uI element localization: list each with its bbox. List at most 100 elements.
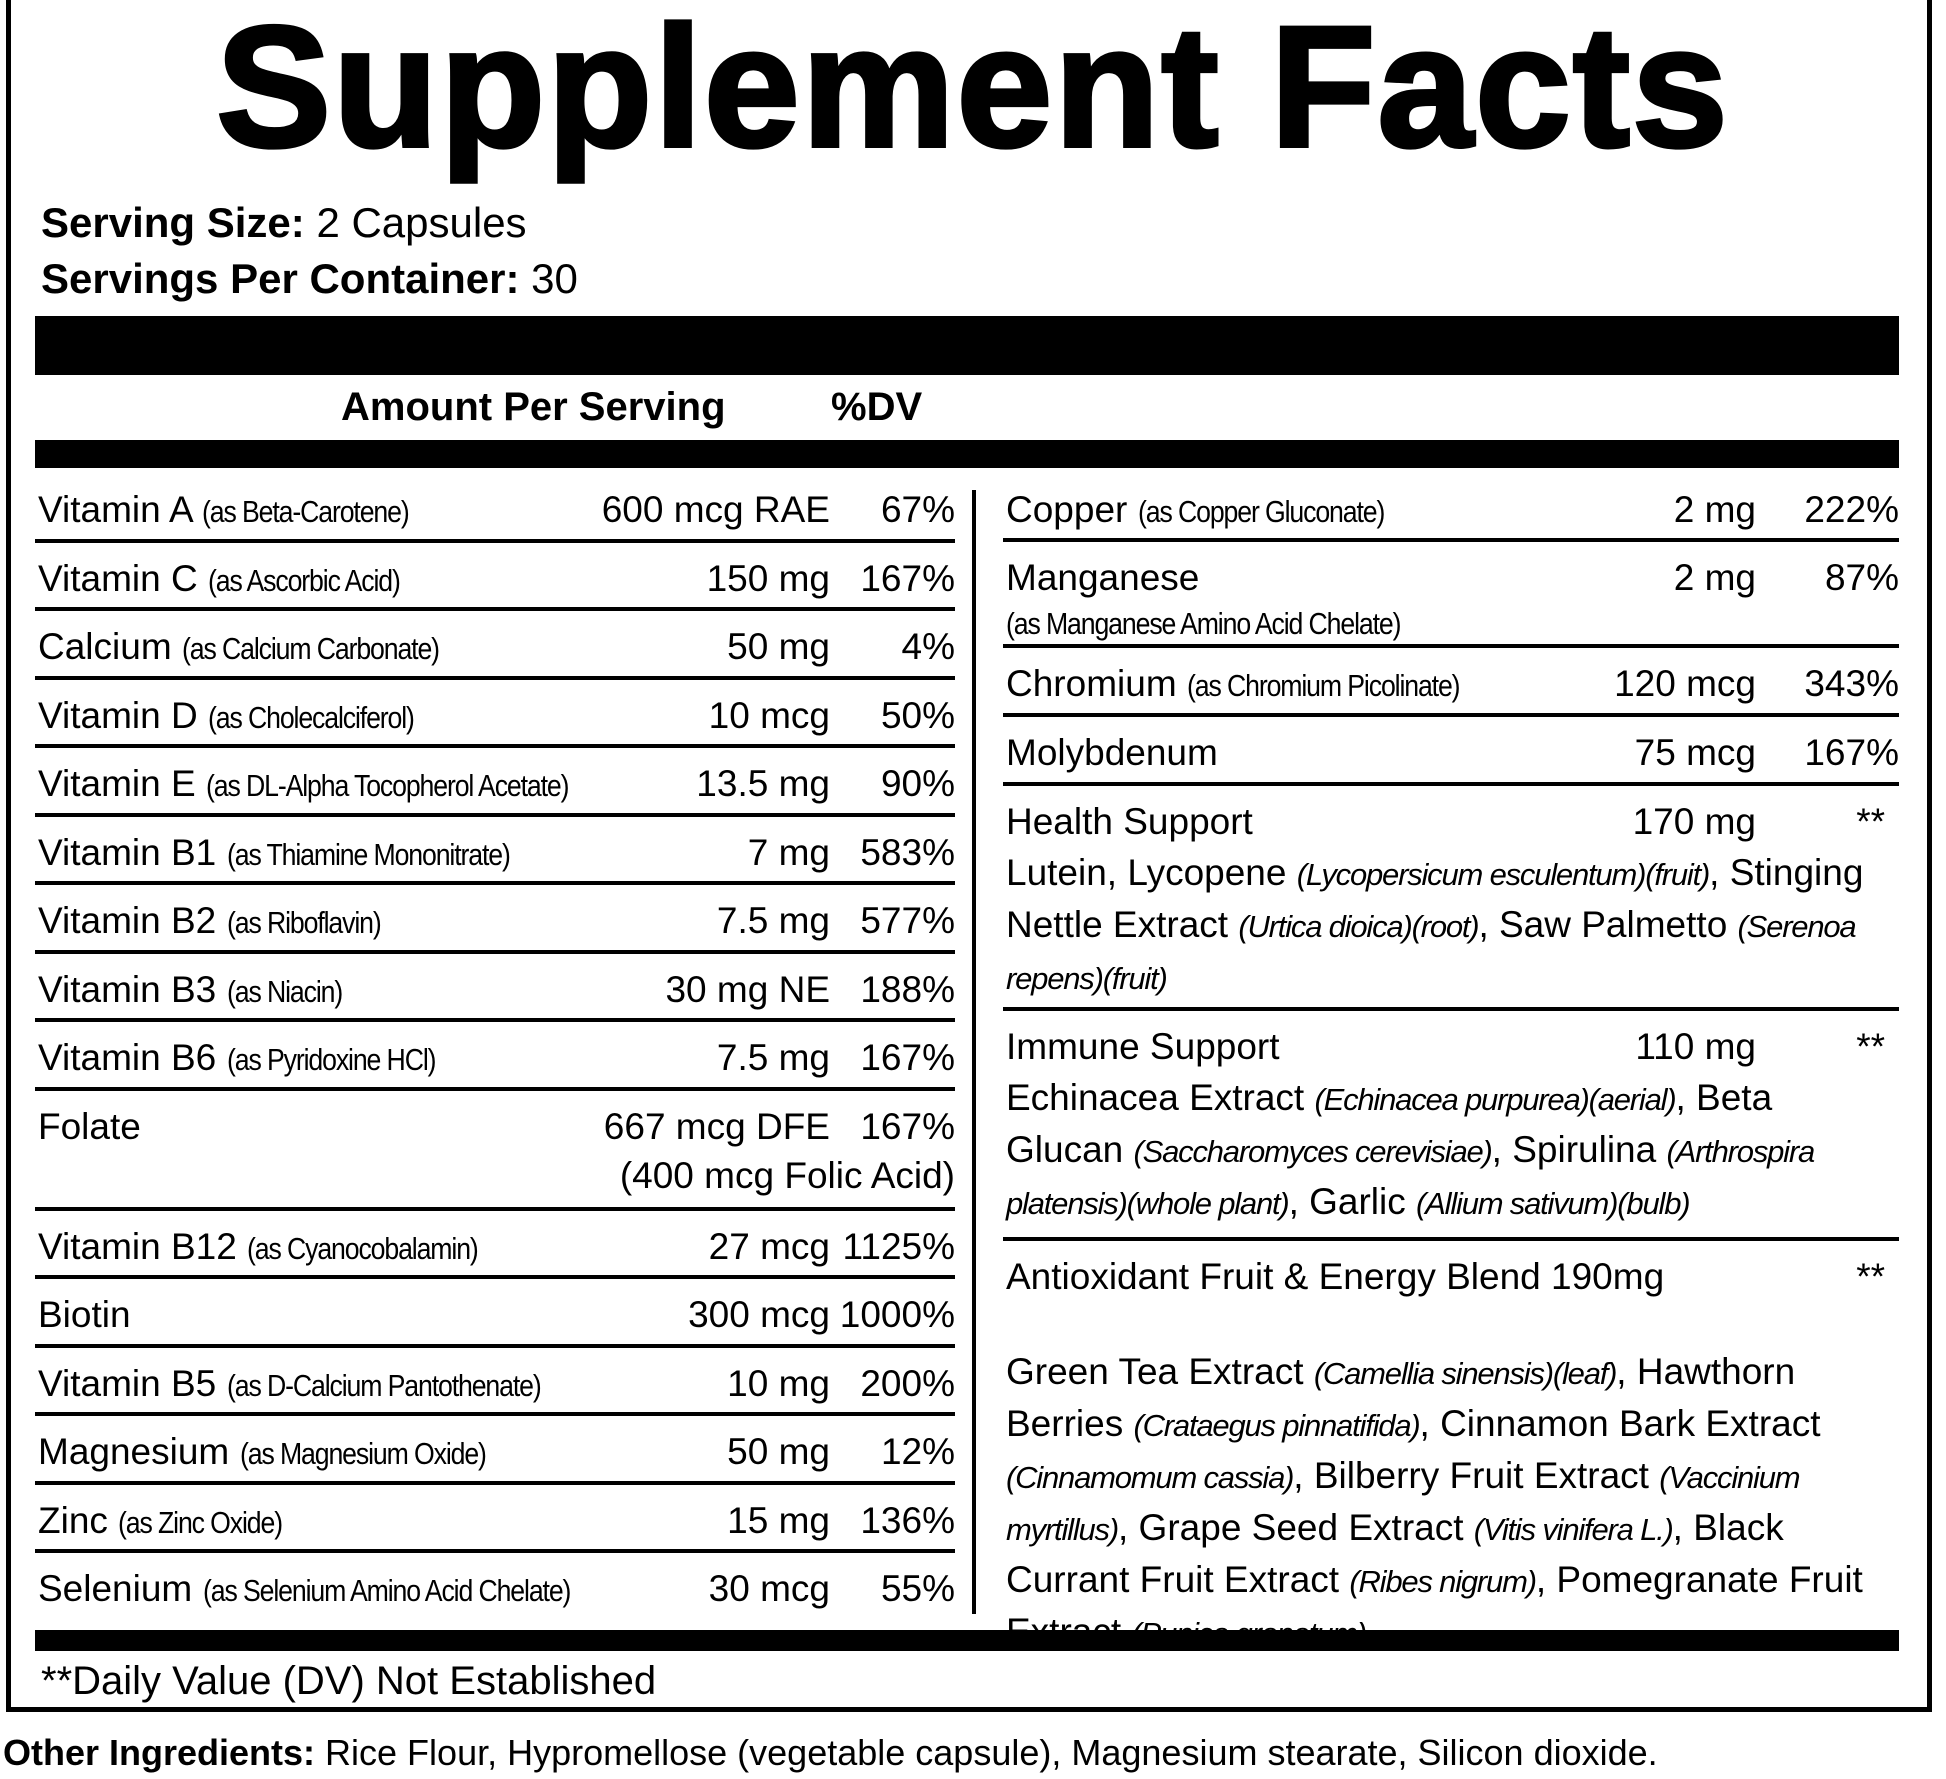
nutrient-dv: 343% (1804, 663, 1899, 704)
nutrient-name: Vitamin D (as Cholecalciferol) (38, 694, 417, 740)
page-title: Supplement Facts (214, 0, 1730, 184)
table-row: Vitamin B12 (as Cyanocobalamin) 27 mcg 112… (35, 1211, 955, 1279)
nutrient-source: (as Pyridoxine HCl) (226, 1042, 437, 1077)
nutrient-source: (as Beta-Carotene) (201, 494, 410, 529)
ingredient-botanical-name: (Cinnamomum cassia) (1006, 1460, 1294, 1495)
nutrient-dv: 55% (880, 1568, 955, 1609)
table-row: Manganese (as Manganese Amino Acid Chelat… (1003, 542, 1899, 648)
nutrient-amount: 2 mg (1673, 557, 1756, 598)
ingredient-botanical-name: (Crataegus pinnatifida) (1133, 1408, 1420, 1443)
nutrient-name-text: Chromium (1006, 663, 1177, 704)
nutrient-source: (as Chromium Picolinate) (1186, 668, 1461, 703)
nutrient-dv: 167% (860, 1037, 955, 1078)
nutrient-amount: 120 mcg (1614, 663, 1756, 704)
nutrient-dv: 12% (880, 1431, 955, 1472)
nutrient-name: Vitamin B12 (as Cyanocobalamin) (38, 1225, 485, 1271)
ingredient-botanical-name: (Vitis vinifera L.) (1473, 1512, 1674, 1547)
nutrient-name: Chromium (as Chromium Picolinate) (1006, 662, 1474, 708)
nutrient-name: Vitamin C (as Ascorbic Acid) (38, 557, 401, 603)
nutrient-amount: 600 mcg RAE (601, 489, 830, 530)
nutrient-source: (as Calcium Carbonate) (181, 631, 440, 666)
nutrient-source: (as Cyanocobalamin) (247, 1230, 479, 1266)
nutrient-amount: 110 mg (1635, 1026, 1756, 1067)
nutrient-dv: 4% (901, 626, 955, 667)
ingredient-botanical-name: (Echinacea purpurea)(aerial) (1314, 1082, 1676, 1117)
table-row: Zinc (as Zinc Oxide) 15 mg 136% (35, 1485, 955, 1553)
nutrient-name: Health Support (1006, 800, 1253, 844)
ingredient-botanical-name: (Saccharomyces cerevisiae) (1133, 1134, 1493, 1169)
nutrient-name: Antioxidant Fruit & Energy Blend 190mg (1006, 1255, 1664, 1299)
nutrient-dv: ** (1856, 1256, 1885, 1297)
nutrient-dv: 222% (1804, 489, 1899, 530)
thick-divider-bottom (35, 1630, 1899, 1651)
nutrient-name: Calcium (as Calcium Carbonate) (38, 625, 451, 671)
ingredient-name: , Beta Glucan (1006, 1077, 1773, 1170)
ingredient-name: , Stinging Nettle Extract (1006, 852, 1864, 945)
table-row: Vitamin A (as Beta-Carotene) 600 mcg RAE 6… (35, 474, 955, 543)
nutrient-name-text: Magnesium (38, 1431, 230, 1472)
table-row: Vitamin B1 (as Thiamine Mononitrate) 7 mg… (35, 817, 955, 885)
ingredient-botanical-name: (Arthrospira platensis)(whole plant) (1006, 1134, 1815, 1221)
thick-divider-top (35, 316, 1899, 375)
nutrient-name-text: Health Support (1006, 801, 1253, 842)
nutrient-name-text: Zinc (38, 1499, 108, 1541)
ingredient-name: Green Tea Extract (1006, 1351, 1314, 1392)
column-divider (972, 490, 976, 1614)
nutrient-amount-note: (400 mcg Folic Acid) (619, 1154, 955, 1196)
nutrient-amount: 150 mg (706, 557, 830, 599)
nutrient-name: Vitamin B6 (as Pyridoxine HCl) (38, 1036, 439, 1082)
table-row: Calcium (as Calcium Carbonate) 50 mg 4% (35, 611, 955, 680)
nutrient-amount: 15 mg (727, 1499, 830, 1541)
nutrient-name: Copper (as Copper Gluconate) (1006, 488, 1394, 534)
nutrient-name-text: Copper (1006, 489, 1128, 530)
nutrient-name-text: Vitamin B12 (38, 1225, 237, 1267)
nutrient-name: Biotin (38, 1293, 131, 1337)
ingredient-botanical-name: (Allium sativum)(bulb) (1416, 1186, 1691, 1221)
ingredient-name: , Saw Palmetto (1478, 904, 1738, 945)
serving-size: Serving Size: 2 Capsules (41, 198, 527, 248)
nutrient-dv: ** (1856, 1026, 1885, 1067)
header-dv: %DV (831, 385, 923, 429)
nutrient-dv: 67% (880, 489, 955, 530)
nutrient-name-text: Vitamin E (38, 763, 196, 804)
serving-size-value: 2 Capsules (316, 199, 527, 246)
nutrient-source: (as D-Calcium Pantothenate) (226, 1367, 542, 1403)
nutrient-dv: ** (1856, 801, 1885, 842)
nutrient-source: (as Selenium Amino Acid Chelate) (202, 1573, 571, 1608)
nutrient-amount: 7.5 mg (716, 900, 830, 941)
nutrient-source: (as Magnesium Oxide) (239, 1436, 487, 1471)
nutrient-name-text: Molybdenum (1006, 732, 1218, 773)
ingredient-name: , Black Currant Fruit Extract (1006, 1507, 1784, 1600)
nutrient-dv: 1125% (842, 1225, 955, 1267)
nutrient-dv: 188% (860, 968, 955, 1010)
nutrient-name-text: Vitamin B5 (38, 1362, 217, 1404)
nutrient-name: Molybdenum (1006, 731, 1218, 775)
nutrient-amount: 300 mcg (688, 1294, 830, 1335)
servings-per-container-label: Servings Per Container: (41, 255, 520, 302)
nutrient-name-text: Immune Support (1006, 1026, 1280, 1067)
nutrient-source: (as Niacin) (226, 973, 343, 1009)
nutrient-source: (as Thiamine Mononitrate) (226, 836, 511, 872)
nutrient-name: Vitamin B1 (as Thiamine Mononitrate) (38, 831, 525, 877)
nutrient-dv: 50% (880, 694, 955, 736)
table-row: Immune Support 110 mg ** Echinacea Extract … (1003, 1011, 1899, 1241)
nutrient-name-text: Selenium (38, 1568, 193, 1609)
table-row: Biotin 300 mcg 1000% (35, 1279, 955, 1348)
nutrient-name: Vitamin B5 (as D-Calcium Pantothenate) (38, 1362, 561, 1408)
ingredient-botanical-name: (Urtica dioica)(root) (1238, 909, 1479, 944)
nutrient-name-text: Vitamin D (38, 694, 198, 736)
nutrient-source: (as Zinc Oxide) (118, 1504, 283, 1540)
label-frame (6, 0, 1932, 1712)
nutrient-name: Magnesium (as Magnesium Oxide) (38, 1430, 495, 1476)
blend-ingredients: Lutein, Lycopene (Lycopersicum esculentu… (1006, 848, 1899, 1004)
ingredient-botanical-name: (Vaccinium myrtillus) (1006, 1460, 1801, 1547)
nutrient-amount: 75 mcg (1634, 732, 1756, 773)
footnote: **Daily Value (DV) Not Established (41, 1659, 657, 1703)
table-row: Folate 667 mcg DFE 167% (400 mcg Folic Acid… (35, 1091, 955, 1211)
nutrient-dv: 136% (860, 1499, 955, 1541)
nutrient-name: Selenium (as Selenium Amino Acid Chelate… (38, 1567, 600, 1613)
ingredient-botanical-name: (Serenoa repens)(fruit) (1006, 909, 1857, 996)
nutrient-amount: 10 mg (727, 1362, 830, 1404)
table-row: Vitamin D (as Cholecalciferol) 10 mcg 50% (35, 680, 955, 748)
nutrient-name: Vitamin B3 (as Niacin) (38, 968, 343, 1014)
